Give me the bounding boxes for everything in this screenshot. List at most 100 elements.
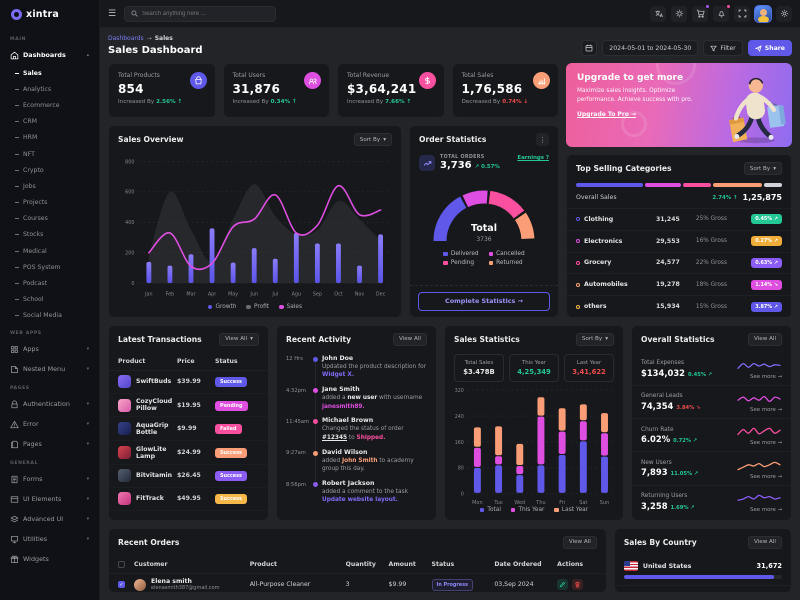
delete-trash-icon[interactable] xyxy=(572,579,584,591)
latest-transactions-view-all-button[interactable]: View All ▾ xyxy=(219,332,259,346)
sidebar-subitem-pos-system[interactable]: POS System xyxy=(0,259,99,275)
sidebar-subitem-sales[interactable]: Sales xyxy=(0,65,99,81)
stat-box-value: 4,25,349 xyxy=(517,367,551,376)
see-more-link[interactable]: See more → xyxy=(750,374,783,380)
legend-item-sales[interactable]: Sales xyxy=(279,304,302,310)
chevron-up-icon: ▴ xyxy=(86,52,89,58)
sidebar-item-nested-menu[interactable]: Nested Menu ▾ xyxy=(0,359,99,379)
sidebar-item-authentication[interactable]: Authentication ▾ xyxy=(0,394,99,414)
legend-item-growth[interactable]: Growth xyxy=(207,304,236,310)
sidebar-subitem-hrm[interactable]: HRM xyxy=(0,130,99,146)
sidebar-item-forms[interactable]: Forms ▾ xyxy=(0,469,99,489)
see-more-link[interactable]: See more → xyxy=(750,440,783,447)
sidebar-item-apps[interactable]: Apps ▾ xyxy=(0,339,99,359)
chevron-down-icon: ▾ xyxy=(86,516,89,522)
sidebar-subitem-jobs[interactable]: Jobs xyxy=(0,178,99,194)
sidebar-subitem-school[interactable]: School xyxy=(0,292,99,308)
brand-logo[interactable]: xintra xyxy=(0,0,99,28)
category-name: others xyxy=(576,303,656,310)
filter-button[interactable]: Filter xyxy=(703,40,743,56)
sidebar-subitem-analytics[interactable]: Analytics xyxy=(0,81,99,97)
top-selling-sort-button[interactable]: Sort By ▾ xyxy=(743,162,782,175)
sidebar-item-advanced-ui[interactable]: Advanced UI ▾ xyxy=(0,509,99,529)
sales-by-country-view-all-button[interactable]: View All xyxy=(748,535,782,549)
sidebar-subitem-podcast[interactable]: Podcast xyxy=(0,275,99,291)
legend-item-this-year[interactable]: This Year xyxy=(510,507,544,513)
upgrade-to-pro-link[interactable]: Upgrade To Pro → xyxy=(577,110,637,118)
sales-overview-sort-button[interactable]: Sort By ▾ xyxy=(353,133,392,146)
recent-orders-title: Recent Orders xyxy=(118,537,180,547)
legend-dot xyxy=(207,304,213,310)
activity-link[interactable]: janesmith89. xyxy=(321,403,365,410)
row-checkbox[interactable]: ✓ xyxy=(118,581,125,589)
legend-item-profit[interactable]: Profit xyxy=(246,304,269,310)
sidebar-item-utilities[interactable]: Utilities ▾ xyxy=(0,529,99,549)
date-range-picker[interactable]: 2024-05-01 to 2024-05-30 xyxy=(602,40,699,56)
sidebar-item-ui-elements[interactable]: UI Elements ▾ xyxy=(0,489,99,509)
recent-activity-view-all-button[interactable]: View All xyxy=(392,332,427,346)
hamburger-menu-icon[interactable]: ☰ xyxy=(108,8,117,19)
activity-link[interactable]: John Smith xyxy=(342,457,378,464)
fullscreen-icon[interactable] xyxy=(734,5,750,22)
sidebar-subitem-nft[interactable]: NFT xyxy=(0,146,99,162)
search-box[interactable] xyxy=(124,5,277,22)
category-value: 19,278 xyxy=(655,281,680,289)
see-more-link[interactable]: See more → xyxy=(750,407,783,414)
activity-link: #12345 xyxy=(321,434,348,441)
theme-toggle-sun-icon[interactable] xyxy=(671,5,687,22)
earnings-link[interactable]: Earnings ? xyxy=(517,155,549,161)
sidebar-item-error[interactable]: Error ▾ xyxy=(0,414,99,434)
pages-icon xyxy=(10,440,19,449)
gauge-legend-pending[interactable]: Pending xyxy=(443,260,478,266)
legend-item-total[interactable]: Total xyxy=(479,507,501,513)
activity-link[interactable]: Shipped. xyxy=(356,434,386,441)
col-date-ordered: Date Ordered xyxy=(494,560,542,568)
gauge-legend-cancelled[interactable]: Cancelled xyxy=(488,251,525,257)
activity-link[interactable]: Widget X. xyxy=(321,372,355,379)
search-input[interactable] xyxy=(142,10,270,17)
settings-gear-icon[interactable] xyxy=(776,5,792,22)
overall-stat-left: Returning Users 3,258 1.69% ↗ xyxy=(641,493,695,511)
edit-pencil-icon[interactable] xyxy=(557,579,569,591)
sidebar-item-pages[interactable]: Pages ▾ xyxy=(0,434,99,454)
calendar-button[interactable] xyxy=(581,40,598,56)
sidebar-subitem-medical[interactable]: Medical xyxy=(0,243,99,259)
user-avatar[interactable] xyxy=(754,4,772,23)
sidebar-subitem-social-media[interactable]: Social Media xyxy=(0,308,99,324)
sales-overview-panel: Sales Overview Sort By ▾ 0 200 400 600 800 Ja… xyxy=(108,125,402,318)
sidebar-item-widgets[interactable]: Widgets xyxy=(0,549,99,569)
overall-statistics-view-all-button[interactable]: View All xyxy=(748,332,783,346)
breadcrumb-dashboards[interactable]: Dashboards xyxy=(108,35,144,42)
sidebar-subitem-projects[interactable]: Projects xyxy=(0,195,99,211)
activity-link[interactable]: Update website layout. xyxy=(321,497,398,504)
share-button[interactable]: Share xyxy=(747,40,792,56)
cart-icon[interactable] xyxy=(692,3,710,22)
product-name: FitTrack xyxy=(136,495,164,503)
language-icon[interactable] xyxy=(650,5,666,22)
see-more-link[interactable]: See more → xyxy=(750,473,783,480)
sidebar-subitem-ecommerce[interactable]: Ecommerce xyxy=(0,97,99,113)
sidebar-item-dashboards[interactable]: Dashboards ▴ xyxy=(0,45,99,65)
select-all-checkbox[interactable] xyxy=(118,560,125,568)
legend-item-last-year[interactable]: Last Year xyxy=(554,507,588,513)
notifications-bell-icon[interactable] xyxy=(713,3,731,22)
gauge-legend-returned[interactable]: Returned xyxy=(488,260,525,266)
category-label: others xyxy=(584,303,607,311)
sidebar-subitem-crm[interactable]: CRM xyxy=(0,114,99,130)
gauge-legend-delivered[interactable]: Delivered xyxy=(443,251,479,257)
kebab-menu-icon[interactable]: ⋮ xyxy=(536,133,549,146)
recent-orders-view-all-button[interactable]: View All xyxy=(562,535,597,549)
sidebar-nav: MAIN Dashboards ▴ Sales Analytics Ecommerce CR… xyxy=(0,28,99,600)
sidebar-subitem-stocks[interactable]: Stocks xyxy=(0,227,99,243)
sparkline-chart xyxy=(736,491,782,506)
sales-statistics-sort-button[interactable]: Sort By ▾ xyxy=(575,332,615,346)
sidebar-subitem-courses[interactable]: Courses xyxy=(0,211,99,227)
overall-stat-left: General Leads 74,354 3.84% ↘ xyxy=(641,393,700,411)
sidebar-subitem-crypto[interactable]: Crypto xyxy=(0,162,99,178)
stat-card-total-revenue: Total Revenue $3,64,241 Increased By 7.66% … xyxy=(337,63,445,118)
quantity-cell: 3 xyxy=(345,581,350,589)
chevron-down-icon: ▾ xyxy=(773,165,776,172)
sidebar-subitem-label: Podcast xyxy=(23,280,48,288)
complete-statistics-button[interactable]: Complete Statistics → xyxy=(418,291,550,311)
see-more-link[interactable]: See more → xyxy=(750,506,783,513)
